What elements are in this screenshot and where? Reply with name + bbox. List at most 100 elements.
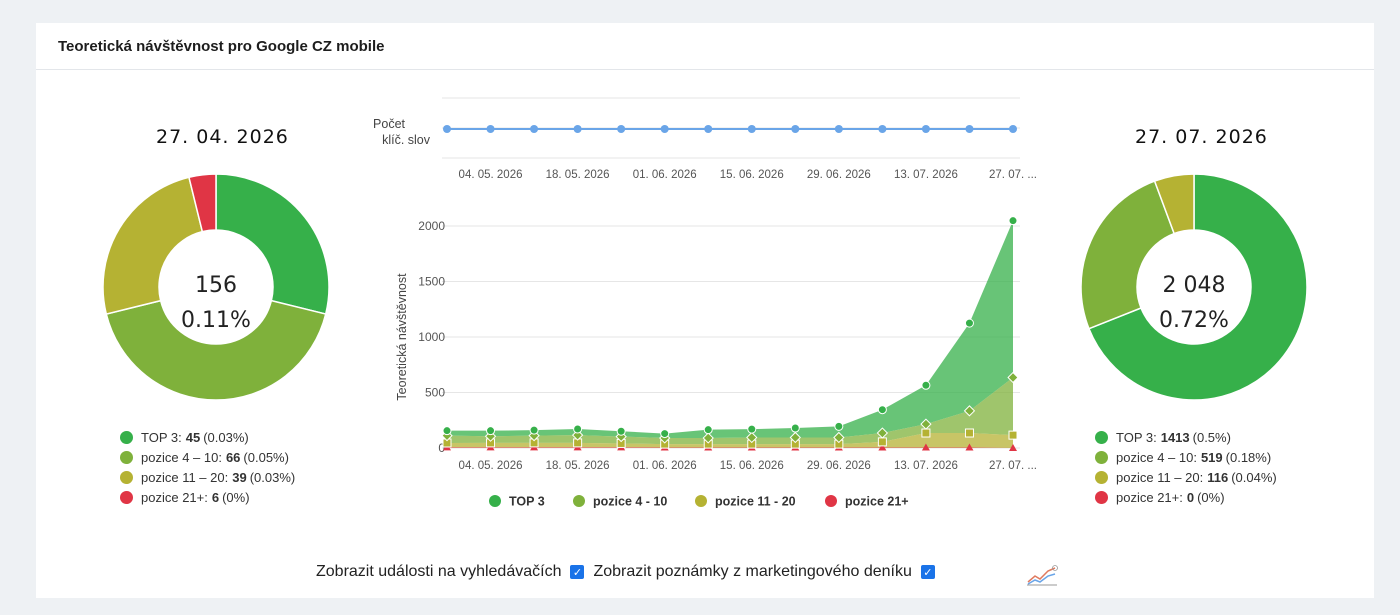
legend-percent: (0.03%) [203, 429, 249, 445]
area-point[interactable] [921, 443, 930, 451]
area-point[interactable] [877, 405, 887, 415]
legend-marker-icon [1095, 450, 1108, 464]
keyword-count-point[interactable] [617, 125, 626, 133]
keyword-count-point[interactable] [660, 125, 669, 133]
line-x-tick: 13. 07. 2026 [894, 169, 958, 181]
right-donut-chart [1080, 173, 1308, 401]
keyword-count-point[interactable] [791, 125, 800, 133]
keyword-count-point[interactable] [878, 125, 887, 133]
pie-slice[interactable] [1087, 173, 1308, 401]
area-point[interactable] [790, 423, 800, 433]
area-point[interactable] [878, 443, 887, 451]
pie-slice[interactable] [1153, 173, 1195, 235]
legend-marker-icon [120, 430, 133, 444]
legend-label: TOP 3: [141, 429, 182, 445]
card-title: Teoretická návštěvnost pro Google CZ mob… [58, 38, 385, 55]
legend-value: 45 [185, 429, 201, 445]
left-pie-total: 156 [195, 273, 237, 298]
area-point[interactable] [789, 431, 801, 444]
area-point[interactable] [877, 437, 887, 447]
area-point[interactable] [702, 432, 714, 444]
legend-label: pozice 21+: [141, 489, 208, 505]
pie-slice[interactable] [1080, 180, 1176, 330]
area-point[interactable] [529, 425, 539, 435]
right-pie-percent: 0.72% [1159, 308, 1229, 333]
area-point[interactable] [920, 418, 932, 430]
area-point[interactable] [964, 318, 974, 328]
area-point[interactable] [747, 424, 757, 434]
area-point[interactable] [921, 428, 931, 438]
keyword-count-point[interactable] [921, 125, 930, 133]
area-legend-label: pozice 11 - 20 [715, 495, 796, 509]
keyword-count-point[interactable] [573, 125, 582, 133]
events-label: Zobrazit události na vyhledávačích [316, 563, 562, 580]
area-point[interactable] [833, 431, 845, 444]
area-point[interactable] [964, 428, 974, 438]
area-point[interactable] [834, 421, 844, 431]
notes-checkbox[interactable]: ✓ [920, 565, 935, 579]
line-chart-icon[interactable] [1026, 564, 1058, 586]
area-point[interactable] [963, 405, 976, 417]
area-point[interactable] [616, 426, 626, 436]
legend-item[interactable]: pozice 11 – 20: 39 (0.03%) [120, 467, 295, 487]
area-legend-item[interactable]: pozice 11 - 20 [695, 495, 796, 509]
area-point[interactable] [573, 424, 583, 434]
keyword-count-point[interactable] [443, 125, 451, 133]
line-x-tick: 29. 06. 2026 [807, 169, 871, 181]
legend-marker-icon [695, 495, 707, 507]
legend-item[interactable]: pozice 4 – 10: 519 (0.18%) [1095, 447, 1277, 467]
area-point[interactable] [876, 427, 889, 439]
area-series [447, 377, 1013, 445]
notes-label: Zobrazit poznámky z marketingového deník… [593, 563, 912, 580]
area-point[interactable] [1009, 444, 1017, 451]
area-legend-item[interactable]: pozice 4 - 10 [573, 495, 667, 509]
events-checkbox[interactable]: ✓ [570, 565, 585, 579]
legend-item[interactable]: pozice 11 – 20: 116 (0.04%) [1095, 467, 1277, 487]
line-ylabel: klíč. slov [382, 133, 431, 147]
keyword-count-point[interactable] [530, 125, 539, 133]
y-tick-label: 0 [438, 441, 445, 455]
area-point[interactable] [1008, 216, 1018, 226]
keyword-count-point[interactable] [965, 125, 974, 133]
pie-slice[interactable] [188, 173, 217, 233]
keyword-count-point[interactable] [1009, 125, 1017, 133]
right-pie-date: 27. 07. 2026 [1135, 126, 1268, 148]
area-point[interactable] [965, 443, 974, 451]
area-point[interactable] [486, 426, 496, 436]
pie-slice[interactable] [215, 173, 330, 315]
legend-marker-icon [120, 450, 133, 464]
area-legend-item[interactable]: TOP 3 [489, 495, 545, 509]
keyword-count-point[interactable] [704, 125, 713, 133]
area-legend-item[interactable]: pozice 21+ [825, 495, 909, 509]
legend-item[interactable]: pozice 21+: 6 (0%) [120, 487, 295, 507]
legend-item[interactable]: TOP 3: 1413 (0.5%) [1095, 427, 1277, 447]
card-header: Teoretická návštěvnost pro Google CZ mob… [36, 23, 1374, 70]
area-x-tick: 01. 06. 2026 [633, 460, 697, 472]
area-series [447, 433, 1013, 448]
pie-slice[interactable] [105, 299, 327, 401]
keyword-count-point[interactable] [834, 125, 843, 133]
traffic-area-chart: Počet klíč. slov 04. 05. 2026 18. 05. 2026 0… [373, 97, 1037, 509]
area-x-tick: 04. 05. 2026 [459, 460, 523, 472]
pie-slice[interactable] [102, 176, 204, 315]
area-point[interactable] [921, 380, 931, 390]
legend-item[interactable]: pozice 4 – 10: 66 (0.05%) [120, 447, 295, 467]
area-point[interactable] [746, 431, 758, 444]
legend-percent: (0.18%) [1225, 449, 1272, 465]
area-x-tick: 18. 05. 2026 [546, 460, 610, 472]
area-point[interactable] [660, 429, 670, 439]
area-legend-label: TOP 3 [509, 495, 545, 509]
area-point[interactable] [442, 426, 452, 436]
legend-value: 66 [225, 449, 241, 465]
legend-item[interactable]: TOP 3: 45 (0.03%) [120, 427, 295, 447]
keyword-count-point[interactable] [486, 125, 495, 133]
area-legend-label: pozice 4 - 10 [593, 495, 667, 509]
legend-item[interactable]: pozice 21+: 0 (0%) [1095, 487, 1277, 507]
keyword-count-point[interactable] [747, 125, 756, 133]
y-tick-label: 2000 [418, 219, 445, 233]
area-point[interactable] [1008, 430, 1018, 440]
legend-marker-icon [825, 495, 837, 507]
area-point[interactable] [1007, 371, 1019, 384]
area-point[interactable] [703, 425, 713, 435]
legend-percent: (0%) [1197, 489, 1225, 505]
